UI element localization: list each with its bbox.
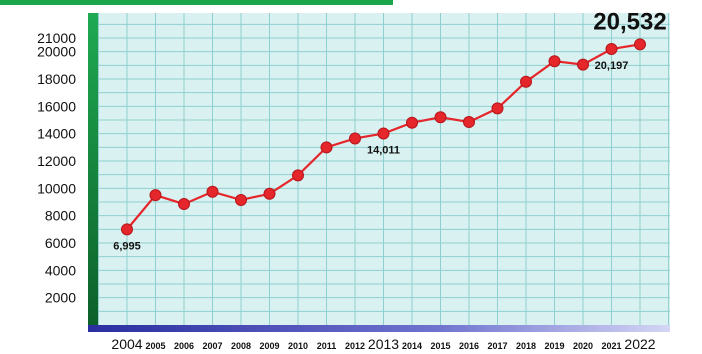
y-tick-label: 21000 <box>37 30 76 46</box>
x-axis-ticks: 2004 2005 2006 2007 2008 2009 2010 2011 2012 2013… <box>111 336 655 352</box>
data-labels: 6,995 14,011 20,197 20,532 <box>113 8 666 252</box>
data-point <box>434 111 447 124</box>
x-tick-label: 2017 <box>487 341 507 351</box>
data-point <box>548 55 561 68</box>
data-point <box>292 169 304 182</box>
x-tick-label: 2021 <box>601 341 621 351</box>
x-tick-label: 2008 <box>231 341 251 351</box>
y-tick-label: 12000 <box>37 153 76 169</box>
y-tick-label: 14000 <box>37 126 76 142</box>
data-point <box>577 58 589 71</box>
data-point <box>149 189 162 202</box>
data-point <box>206 185 219 198</box>
data-point <box>235 193 247 206</box>
data-point <box>377 127 390 140</box>
y-tick-label: 20000 <box>37 44 76 60</box>
data-point <box>634 38 646 51</box>
x-axis-bar <box>88 325 670 332</box>
series-markers <box>121 38 646 236</box>
data-point <box>349 132 361 145</box>
data-label: 14,011 <box>367 145 400 157</box>
data-point <box>520 75 532 88</box>
data-label: 20,197 <box>595 60 629 72</box>
data-point <box>178 198 190 211</box>
x-tick-label: 2015 <box>430 341 450 351</box>
x-tick-label: 2010 <box>288 341 308 351</box>
data-point <box>491 102 504 115</box>
grid <box>98 13 670 325</box>
x-tick-label: 2005 <box>145 341 165 351</box>
y-tick-label: 4000 <box>45 262 76 278</box>
y-tick-label: 16000 <box>37 98 76 114</box>
x-tick-label: 2009 <box>259 341 279 351</box>
x-tick-label: 2016 <box>459 341 479 351</box>
data-point <box>320 141 333 154</box>
data-label: 6,995 <box>113 240 141 252</box>
x-tick-label: 2004 <box>111 336 142 352</box>
x-tick-label: 2013 <box>368 336 399 352</box>
x-tick-label: 2020 <box>573 341 593 351</box>
y-axis-ticks: 2000 4000 6000 8000 10000 12000 14000 16000 1800… <box>37 30 76 306</box>
data-point <box>463 116 475 129</box>
x-tick-label: 2018 <box>516 341 536 351</box>
y-tick-label: 6000 <box>45 235 76 251</box>
data-point <box>263 187 276 200</box>
data-point <box>605 42 618 55</box>
data-label: 20,532 <box>593 8 666 35</box>
data-point <box>406 116 418 129</box>
y-tick-label: 18000 <box>37 71 76 87</box>
x-tick-label: 2012 <box>345 341 365 351</box>
x-tick-label: 2011 <box>317 341 337 351</box>
data-point <box>121 223 133 236</box>
y-tick-label: 2000 <box>45 290 76 306</box>
x-tick-label: 2019 <box>544 341 564 351</box>
x-tick-label: 2022 <box>624 336 655 352</box>
x-tick-label: 2014 <box>402 341 422 351</box>
y-tick-label: 10000 <box>37 180 76 196</box>
top-accent-bar <box>0 0 393 5</box>
x-tick-label: 2006 <box>174 341 194 351</box>
x-tick-label: 2007 <box>202 341 222 351</box>
y-axis-bar <box>88 13 98 331</box>
y-tick-label: 8000 <box>45 208 76 224</box>
